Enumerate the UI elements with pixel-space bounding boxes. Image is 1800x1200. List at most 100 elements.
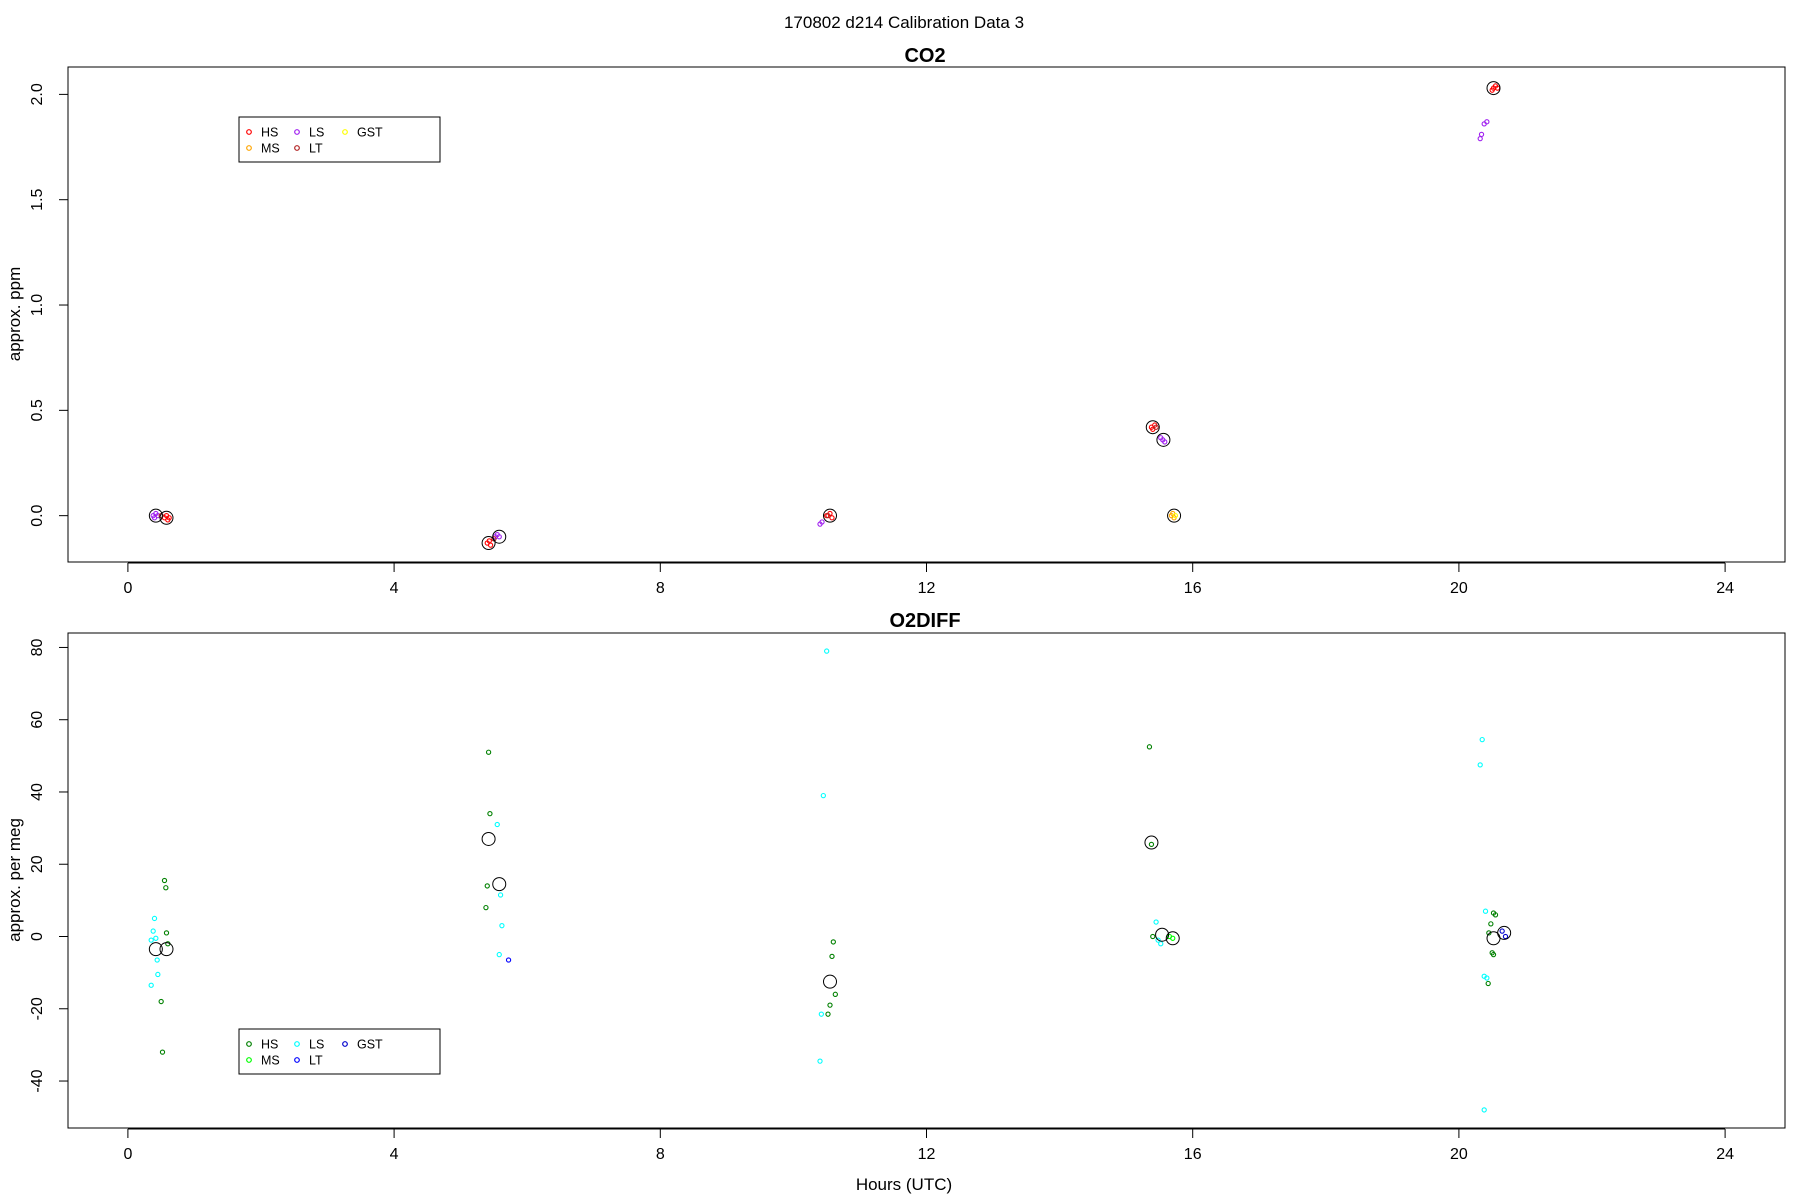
o2diff-point-mean: [492, 877, 507, 892]
o2diff-point-hs: [827, 1002, 833, 1008]
o2diff-point-hs: [487, 811, 493, 817]
o2diff-point-ls: [496, 951, 502, 958]
co2-point-mean: [481, 536, 496, 551]
o2diff-point-hs: [1485, 980, 1491, 987]
co2-point-lt: [825, 513, 831, 519]
o2diff-point-ls: [148, 982, 154, 988]
o2diff-point-mean: [148, 942, 163, 957]
o2diff-y-tick-label: 0: [29, 932, 46, 941]
co2-legend-swatch-lt: [294, 145, 300, 151]
co2-point-hs: [487, 542, 494, 548]
co2-point-hs: [829, 515, 835, 521]
co2-x-tick-label: 4: [390, 580, 399, 597]
co2-point-ls: [819, 519, 825, 525]
o2diff-panel: O2DIFF 0 4 8 12 16 20 24 -40 -20 0 20 40 60 80 appro…: [5, 610, 1786, 1163]
co2-x-tick-label: 16: [1184, 580, 1202, 597]
o2diff-point-hs: [1150, 933, 1156, 940]
o2diff-point-ls: [1481, 1107, 1487, 1113]
co2-x-tick-label: 24: [1716, 580, 1734, 597]
o2diff-y-tick-label: -40: [29, 1069, 46, 1092]
o2diff-point-hs: [1148, 841, 1155, 848]
co2-point-lt: [1153, 424, 1159, 430]
co2-legend-swatch-hs: [246, 129, 252, 135]
co2-panel: CO2 0 4 8 12 16 20 24 0.0 0.5 1.0 1.5 2.0 approx. …: [5, 45, 1786, 597]
co2-y-tick-label: 2.0: [29, 83, 46, 105]
o2diff-point-lt: [505, 957, 512, 963]
co2-legend-label-ls: LS: [309, 126, 324, 140]
o2diff-legend-label-ms: MS: [261, 1054, 280, 1068]
o2diff-point-ls: [820, 792, 826, 799]
o2diff-point-hs: [163, 930, 170, 936]
o2diff-point-ls: [494, 821, 500, 828]
o2diff-point-ms: [1170, 935, 1176, 941]
co2-point-mean: [1156, 432, 1171, 447]
o2diff-point-mean: [481, 831, 496, 846]
o2diff-point-ls: [154, 957, 160, 963]
o2diff-point-ls: [153, 935, 159, 941]
o2diff-point-hs: [159, 1049, 166, 1055]
o2diff-y-tick-label: 20: [29, 855, 46, 873]
co2-point-hs: [166, 515, 172, 521]
o2diff-y-tick-label: 60: [29, 711, 46, 729]
o2diff-point-hs: [485, 749, 492, 755]
o2diff-point-ls: [155, 971, 161, 978]
o2diff-point-mean: [1155, 927, 1170, 942]
o2diff-point-hs: [1146, 744, 1153, 750]
co2-y-tick-label: 0.0: [29, 504, 46, 526]
o2diff-point-hs: [1492, 912, 1499, 918]
co2-point-gst: [1172, 513, 1179, 519]
co2-point-mean: [159, 510, 174, 525]
o2diff-point-mean: [1165, 931, 1180, 946]
o2diff-point-hs: [158, 998, 164, 1005]
co2-legend-label-hs: HS: [261, 126, 278, 140]
co2-legend-box: [238, 116, 441, 163]
o2diff-legend-swatch-gst: [342, 1041, 348, 1047]
o2diff-x-tick-label: 8: [656, 1146, 665, 1163]
co2-point-ls: [496, 534, 502, 540]
o2diff-data-points: [148, 648, 1512, 1113]
o2diff-legend-swatch-lt: [294, 1057, 300, 1063]
o2diff-point-hs: [1488, 921, 1494, 927]
o2diff-point-hs: [161, 877, 168, 884]
co2-point-mean: [1145, 420, 1160, 435]
co2-point-mean: [148, 508, 163, 523]
o2diff-x-tick-label: 12: [918, 1146, 936, 1163]
o2diff-x-tick-label: 20: [1450, 1146, 1468, 1163]
o2diff-legend-swatch-ms: [246, 1057, 252, 1063]
co2-legend-swatch-ls: [294, 129, 300, 135]
o2diff-point-hs: [484, 883, 490, 889]
co2-x-tick-label: 20: [1450, 580, 1468, 597]
o2diff-point-gst: [1499, 928, 1505, 934]
co2-point-ls: [1477, 135, 1483, 142]
o2diff-y-axis-label: approx. per meg: [5, 818, 24, 942]
o2diff-legend-box: [238, 1028, 441, 1075]
co2-y-tick-label: 0.5: [29, 399, 46, 421]
co2-legend-swatch-gst: [342, 129, 348, 135]
co2-legend-label-gst: GST: [357, 126, 383, 140]
co2-legend-swatch-ms: [246, 145, 252, 151]
o2diff-point-hs: [830, 939, 836, 945]
figure-title: 170802 d214 Calibration Data 3: [784, 13, 1024, 32]
o2diff-legend-label-hs: HS: [261, 1038, 278, 1052]
o2diff-point-mean: [1144, 835, 1159, 850]
o2diff-y-axis: -40 -20 0 20 40 60 80: [29, 638, 69, 1093]
co2-point-ls: [1162, 439, 1168, 445]
o2diff-legend-label-gst: GST: [357, 1038, 383, 1052]
o2diff-point-ls: [1158, 941, 1164, 947]
co2-point-ls: [1484, 119, 1490, 125]
o2diff-point-ls: [150, 928, 156, 934]
x-axis-label: Hours (UTC): [856, 1175, 952, 1194]
o2diff-point-ls: [1479, 736, 1485, 743]
o2diff-legend-label-lt: LT: [309, 1054, 323, 1068]
o2diff-point-ls: [818, 1011, 825, 1017]
o2diff-y-tick-label: 40: [29, 783, 46, 801]
co2-legend-label-lt: LT: [309, 142, 323, 156]
o2diff-legend-label-ls: LS: [309, 1038, 324, 1052]
co2-y-axis: 0.0 0.5 1.0 1.5 2.0: [29, 83, 69, 527]
o2diff-legend-swatch-ls: [294, 1041, 300, 1047]
co2-point-mean: [1486, 81, 1501, 96]
o2diff-x-tick-label: 4: [390, 1146, 399, 1163]
o2diff-point-gst: [1502, 933, 1509, 940]
o2diff-point-mean: [159, 942, 174, 957]
